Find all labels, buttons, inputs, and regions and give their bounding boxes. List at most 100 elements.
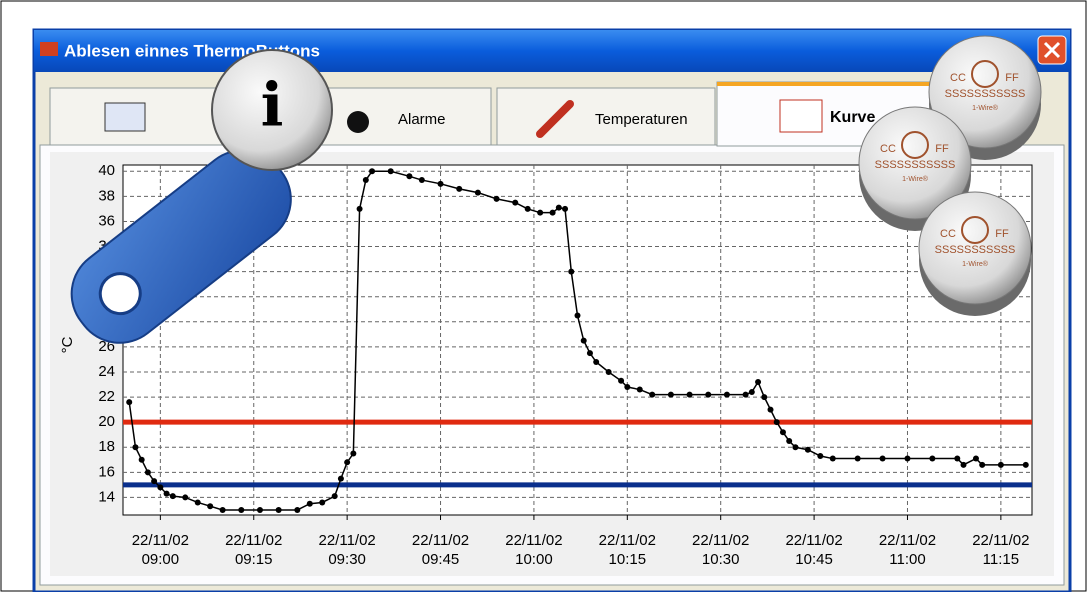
x-tick-label: 22/11/02 11:15 [966,531,1036,569]
data-point [556,205,562,211]
data-point [406,173,412,179]
tab-icon [105,103,145,131]
data-point [419,177,425,183]
data-point [830,456,836,462]
y-tick-label: 14 [98,488,115,505]
data-point [145,469,151,475]
x-tick-label: 22/11/02 10:45 [779,531,849,569]
x-tick-label: 22/11/02 09:15 [219,531,289,569]
x-tick-label: 22/11/02 09:45 [406,531,476,569]
data-point [475,190,481,196]
data-point [768,407,774,413]
y-axis-label: °C [59,336,76,353]
coin-text: CC [950,72,966,84]
ibutton-logo: i [261,71,284,141]
data-point [182,494,188,500]
data-point [550,210,556,216]
tab-label: Alarme [398,111,446,128]
data-point [164,491,170,497]
data-point [494,196,500,202]
page: Ablesen einnes ThermoButtons Alarme Temp… [0,0,1087,592]
coin-text: CC [880,143,896,155]
data-point [276,507,282,513]
data-point [705,392,711,398]
tab-label: Temperaturen [595,111,688,128]
x-tick-label: 22/11/02 10:00 [499,531,569,569]
x-tick-label: 22/11/02 10:30 [686,531,756,569]
tab-highlight [717,82,937,86]
data-point [954,456,960,462]
coin-text: SSSSSSSSSSS [945,88,1026,100]
y-tick-label: 20 [98,413,115,430]
data-point [319,499,325,505]
tab-icon [780,100,822,132]
coin-text: 1-Wire® [902,175,929,183]
coin-text: SSSSSSSSSSS [875,159,956,171]
data-point [618,378,624,384]
data-point [792,444,798,450]
data-point [743,392,749,398]
data-point [369,168,375,174]
data-point [307,501,313,507]
data-point [961,462,967,468]
y-tick-label: 40 [98,162,115,179]
tab-icon [347,111,369,133]
data-point [350,451,356,457]
coin-text: 1-Wire® [972,104,999,112]
x-tick-label: 22/11/02 09:00 [125,531,195,569]
data-point [357,206,363,212]
data-point [562,206,568,212]
y-tick-label: 24 [98,363,115,380]
x-tick-label: 22/11/02 11:00 [872,531,942,569]
data-point [817,453,823,459]
data-point [388,168,394,174]
coin-text: SSSSSSSSSSS [935,244,1016,256]
tab-label: Kurve [830,109,875,126]
data-point [855,456,861,462]
data-point [786,438,792,444]
data-point [537,210,543,216]
data-point [593,359,599,365]
data-point [575,313,581,319]
app-icon [40,42,58,56]
data-point [332,493,338,499]
coin-text: FF [935,143,949,155]
data-point [157,484,163,490]
data-point [126,399,132,405]
data-point [220,507,226,513]
data-point [724,392,730,398]
data-point [668,392,674,398]
x-tick-label: 22/11/02 09:30 [312,531,382,569]
data-point [749,389,755,395]
data-point [344,459,350,465]
data-point [606,369,612,375]
data-point [880,456,886,462]
data-point [979,462,985,468]
data-point [363,177,369,183]
data-point [780,429,786,435]
data-point [581,338,587,344]
data-point [755,379,761,385]
data-point [512,200,518,206]
data-point [132,444,138,450]
data-point [195,499,201,505]
data-point [139,457,145,463]
data-point [1023,462,1029,468]
data-point [170,493,176,499]
coin-text: FF [995,228,1009,240]
coin-text: CC [940,228,956,240]
data-point [649,392,655,398]
y-tick-label: 18 [98,438,115,455]
coin-text: FF [1005,72,1019,84]
data-point [805,447,811,453]
data-point [238,507,244,513]
data-point [257,507,263,513]
data-point [568,269,574,275]
y-tick-label: 36 [98,212,115,229]
data-point [587,350,593,356]
data-point [438,181,444,187]
y-tick-label: 16 [98,463,115,480]
y-tick-label: 22 [98,388,115,405]
data-point [761,394,767,400]
data-point [525,206,531,212]
